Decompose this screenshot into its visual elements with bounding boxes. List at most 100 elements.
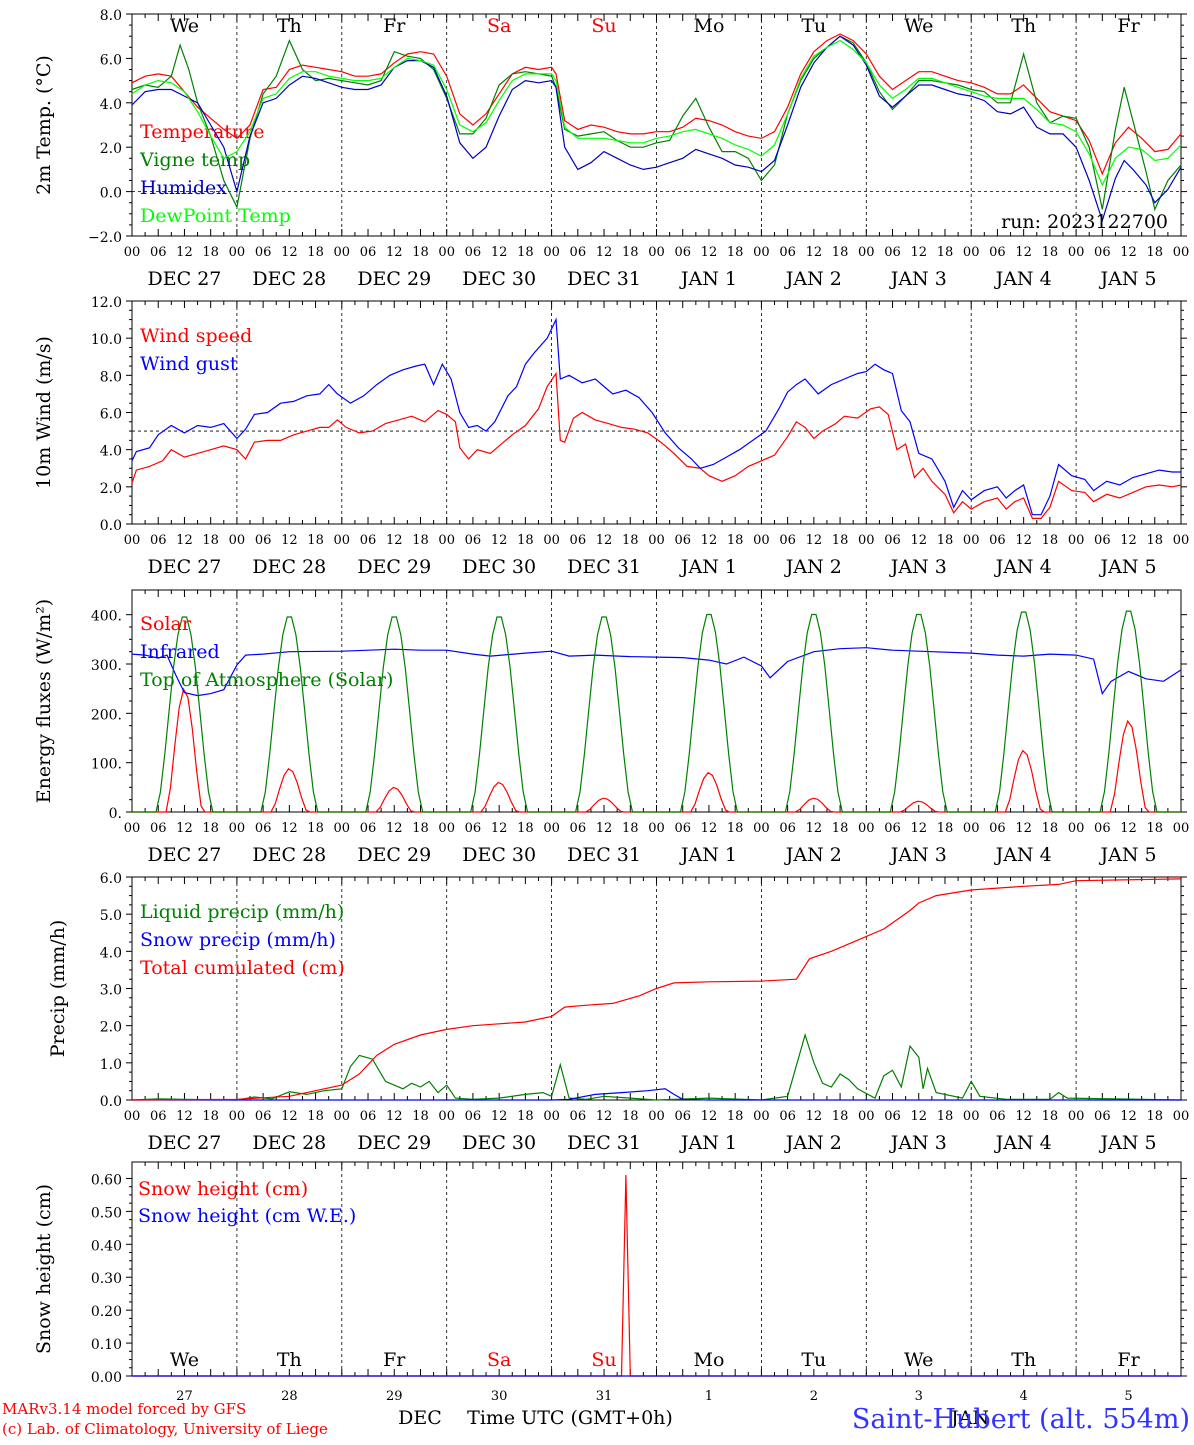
x-hour-label: 06: [360, 1109, 377, 1124]
x-hour-label: 12: [596, 821, 613, 836]
x-date-label: DEC 29: [357, 268, 431, 290]
x-hour-label: 00: [229, 1109, 246, 1124]
x-date-label: DEC 29: [357, 844, 431, 866]
x-hour-label: 00: [1068, 1109, 1085, 1124]
legend-entry: Vigne temp: [139, 149, 250, 171]
x-hour-label: 18: [307, 533, 324, 548]
x-hour-label: 18: [1147, 245, 1164, 260]
x-hour-label: 06: [674, 533, 691, 548]
panel-wind: 0.0 2.0 4.0 6.0 8.0 10.0 12.0 10m Wind (m/s) Win…: [33, 295, 1189, 578]
x-hour-label: 06: [779, 533, 796, 548]
x-hour-label: 06: [150, 1109, 167, 1124]
x-date-label: JAN 4: [994, 556, 1052, 578]
x-hour-label: 06: [255, 1109, 272, 1124]
y-axis-label: Snow height (cm): [33, 1184, 55, 1354]
x-hour-label: 06: [1094, 245, 1111, 260]
x-hour-label: 06: [779, 1109, 796, 1124]
x-hour-label: 12: [596, 533, 613, 548]
x-date-label: JAN 1: [679, 556, 737, 578]
x-hour-label: 06: [255, 245, 272, 260]
series-line-vigne-temp: [131, 35, 1182, 212]
x-hour-label: 18: [307, 821, 324, 836]
legend-entry: Humidex: [140, 177, 227, 199]
legend-entry: DewPoint Temp: [140, 205, 291, 227]
x-hour-label: 06: [570, 821, 587, 836]
model-credit: MARv3.14 model forced by GFS: [2, 1400, 246, 1418]
y-axis-label: 2m Temp. (°C): [33, 55, 55, 195]
y-axis-label: Precip (mm/h): [47, 920, 69, 1058]
y-tick-label: 0.: [109, 806, 122, 822]
x-hour-label: 18: [832, 821, 849, 836]
x-hour-label: 00: [334, 245, 351, 260]
x-hour-label: 12: [281, 1109, 298, 1124]
x-date-label: DEC 29: [357, 556, 431, 578]
x-hour-label: 06: [884, 821, 901, 836]
x-hour-label: 00: [858, 533, 875, 548]
weekday-label: Mo: [693, 15, 724, 37]
x-hour-label: 12: [1120, 1109, 1137, 1124]
x-hour-label: 00: [648, 533, 665, 548]
x-hour-label: 00: [1173, 821, 1190, 836]
x-date-label: JAN 3: [889, 268, 947, 290]
legend-entry: Liquid precip (mm/h): [140, 901, 344, 923]
legend-entry: Solar: [140, 613, 192, 635]
x-hour-label: 06: [884, 533, 901, 548]
x-hour-label: 12: [491, 533, 508, 548]
x-hour-label: 18: [1042, 245, 1059, 260]
x-hour-label: 00: [124, 1109, 141, 1124]
x-hour-label: 18: [832, 245, 849, 260]
x-hour-label: 00: [1173, 245, 1190, 260]
x-hour-label: 18: [202, 1109, 219, 1124]
x-hour-label: 06: [1094, 821, 1111, 836]
run-label: run: 2023122700: [1001, 211, 1168, 233]
x-hour-label: 00: [543, 1109, 560, 1124]
x-hour-label: 12: [701, 1109, 718, 1124]
x-hour-label: 12: [281, 533, 298, 548]
x-hour-label: 06: [674, 1109, 691, 1124]
weekday-label: Th: [1011, 15, 1036, 37]
x-hour-label: 00: [963, 245, 980, 260]
x-hour-label: 12: [386, 1109, 403, 1124]
x-hour-label: 06: [570, 1109, 587, 1124]
x-hour-label: 18: [412, 533, 429, 548]
y-tick-label: −2.0: [88, 230, 122, 246]
x-hour-label: 12: [596, 245, 613, 260]
y-tick-label: 200.: [91, 707, 122, 723]
x-hour-label: 12: [386, 533, 403, 548]
x-date-label: DEC 30: [462, 556, 536, 578]
x-hour-label: 18: [622, 1109, 639, 1124]
x-hour-label: 18: [622, 533, 639, 548]
x-hour-label: 00: [543, 533, 560, 548]
x-date-label: DEC 27: [148, 268, 222, 290]
x-hour-label: 12: [491, 1109, 508, 1124]
x-hour-label: 06: [884, 1109, 901, 1124]
x-hour-label: 06: [674, 821, 691, 836]
x-date-label: JAN 5: [1099, 844, 1157, 866]
x-hour-label: 12: [701, 533, 718, 548]
x-hour-label: 00: [543, 821, 560, 836]
x-hour-label: 00: [1068, 533, 1085, 548]
series-line-liquid-precip-mm-h-: [131, 1032, 1182, 1101]
day-number-label: 29: [386, 1389, 403, 1404]
x-date-label: DEC 31: [567, 1132, 641, 1154]
y-tick-label: 0.60: [91, 1172, 122, 1188]
x-hour-label: 00: [858, 245, 875, 260]
x-date-label: DEC 28: [252, 844, 326, 866]
x-hour-label: 18: [307, 1109, 324, 1124]
x-hour-label: 12: [910, 533, 927, 548]
weekday-label: We: [904, 1349, 933, 1371]
x-date-label: JAN 3: [889, 1132, 947, 1154]
x-date-label: DEC 31: [567, 268, 641, 290]
y-axis-label: Energy fluxes (W/m²): [33, 599, 55, 803]
x-date-label: JAN 5: [1099, 268, 1157, 290]
y-tick-label: 0.10: [91, 1337, 122, 1353]
x-hour-label: 12: [1120, 821, 1137, 836]
x-hour-label: 06: [360, 533, 377, 548]
x-hour-label: 18: [1147, 533, 1164, 548]
weekday-label: Sa: [487, 1349, 511, 1371]
y-tick-label: 5.0: [100, 908, 122, 924]
series-line-wind-speed: [131, 371, 1182, 519]
weekday-label: We: [170, 15, 199, 37]
x-hour-label: 18: [517, 533, 534, 548]
y-tick-label: 4.0: [100, 444, 122, 460]
